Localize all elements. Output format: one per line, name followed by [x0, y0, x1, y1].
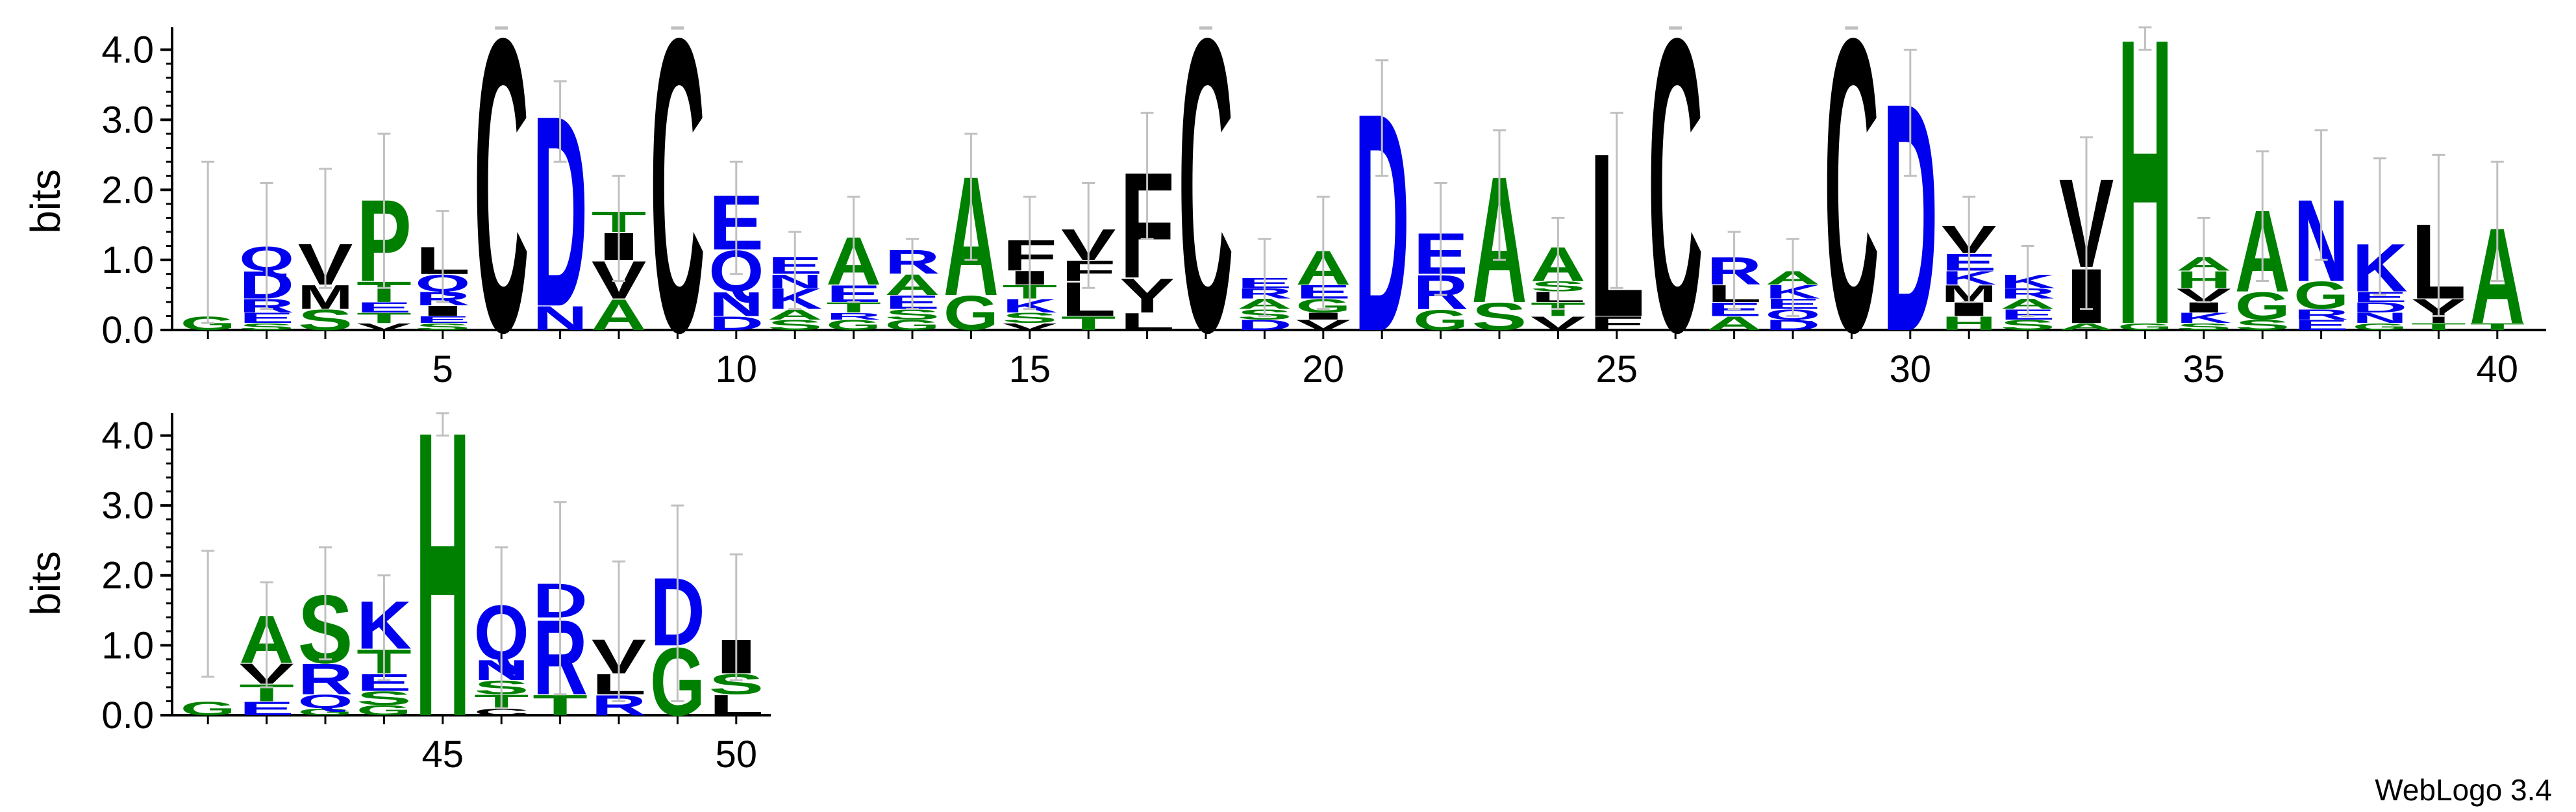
logo-letter-Y: Y — [1119, 269, 1175, 324]
y-tick-label: 4.0 — [101, 29, 154, 71]
logo-letter-N: N — [708, 286, 764, 324]
logo-letter-D: D — [1766, 317, 1821, 333]
y-tick-label: 0.0 — [101, 694, 154, 737]
x-tick-label: 50 — [716, 733, 758, 776]
logo-letter-A: A — [2059, 321, 2114, 332]
x-tick-label: 10 — [716, 348, 758, 390]
logo-marks: 0.01.02.03.04.0510152025303540GSERDQSMVV… — [101, 0, 2525, 802]
logo-letter-V: V — [1531, 312, 1586, 334]
logo-letter-L: L — [708, 689, 764, 721]
logo-letter-D: D — [2353, 299, 2408, 316]
logo-letter-E: E — [415, 314, 470, 325]
y-axis-label-1: bits — [22, 169, 69, 234]
x-tick-label: 15 — [1009, 348, 1051, 390]
logo-letter-N: N — [532, 299, 588, 337]
logo-letter-G: G — [885, 317, 940, 333]
logo-letter-I: I — [415, 303, 470, 319]
logo-letter-R: R — [298, 655, 353, 704]
logo-letter-H: H — [2118, 0, 2173, 410]
logo-letter-Q: Q — [298, 691, 353, 712]
logo-letter-G: G — [1413, 303, 1468, 336]
logo-letter-C: C — [474, 706, 529, 717]
logo-letter-G: G — [2118, 321, 2173, 332]
y-tick-label: 0.0 — [101, 309, 154, 351]
x-tick-label: 25 — [1596, 348, 1638, 390]
logo-letter-H: H — [1942, 312, 1997, 335]
logo-panel-2: bits — [22, 413, 771, 717]
logo-letter-E: E — [239, 698, 294, 720]
x-tick-label: 5 — [432, 348, 453, 390]
logo-letter-T: T — [2411, 321, 2466, 332]
logo-letter-S: S — [298, 304, 353, 336]
logo-letter-I: I — [1295, 311, 1351, 322]
logo-letter-T: T — [1061, 312, 1116, 334]
logo-letter-T: T — [2470, 321, 2525, 332]
logo-letter-A: A — [592, 291, 647, 340]
logo-letter-C: C — [1824, 0, 1879, 420]
logo-letter-G: G — [356, 702, 412, 718]
logo-letter-S: S — [768, 317, 823, 333]
logo-letter-R: R — [2294, 306, 2349, 322]
x-tick-label: 45 — [422, 733, 464, 776]
x-tick-label: 20 — [1303, 348, 1345, 390]
y-tick-label: 4.0 — [101, 414, 154, 457]
logo-letter-C: C — [650, 0, 705, 420]
y-tick-label: 3.0 — [101, 99, 154, 141]
logo-letter-G: G — [944, 286, 999, 340]
y-tick-label: 3.0 — [101, 485, 154, 527]
logo-letter-S: S — [415, 322, 470, 333]
logo-letter-A: A — [1707, 312, 1762, 335]
logo-letter-G: G — [826, 317, 881, 333]
logo-letter-G: G — [2353, 321, 2408, 332]
logo-letter-S: S — [2176, 322, 2231, 333]
logo-letter-S: S — [1472, 295, 1527, 338]
logo-letter-G: G — [2294, 273, 2349, 317]
logo-letter-G: G — [298, 706, 353, 717]
logo-letter-C: C — [474, 0, 529, 420]
y-axis-label-2: bits — [22, 551, 69, 616]
x-tick-label: 35 — [2183, 348, 2225, 390]
logo-letter-E: E — [2294, 317, 2349, 333]
logo-letter-C: C — [1179, 0, 1234, 420]
logo-letter-E: E — [239, 310, 294, 326]
y-tick-label: 2.0 — [101, 169, 154, 211]
logo-letter-V: V — [1296, 317, 1351, 333]
weblogo-credit: WebLogo 3.4 — [2375, 773, 2552, 807]
logo-letter-V: V — [356, 322, 412, 333]
y-tick-label: 2.0 — [101, 555, 154, 597]
x-tick-label: 40 — [2477, 348, 2519, 390]
logo-letter-K: K — [2176, 310, 2231, 326]
y-tick-label: 1.0 — [101, 239, 154, 281]
logo-letter-S: S — [356, 687, 412, 709]
logo-letter-S: S — [239, 322, 294, 333]
logo-letter-D: D — [708, 312, 764, 335]
logo-letter-N: N — [2353, 310, 2408, 326]
logo-letter-G: G — [2235, 284, 2290, 327]
logo-letter-E: E — [356, 299, 412, 316]
logo-letter-R: R — [826, 311, 881, 322]
logo-letter-T: T — [356, 310, 412, 326]
logo-letter-S: S — [1002, 310, 1057, 326]
logo-letter-F: F — [1589, 312, 1644, 334]
logo-letter-C: C — [1648, 0, 1703, 420]
logo-letter-L: L — [1119, 308, 1175, 335]
logo-letter-G: G — [181, 698, 236, 719]
logo-letter-D: D — [1237, 317, 1292, 333]
logo-letter-V: V — [1003, 322, 1058, 333]
logo-letter-S: S — [2235, 317, 2290, 333]
y-tick-label: 1.0 — [101, 624, 154, 666]
logo-letter-S: S — [2000, 317, 2055, 333]
x-tick-label: 30 — [1890, 348, 1932, 390]
